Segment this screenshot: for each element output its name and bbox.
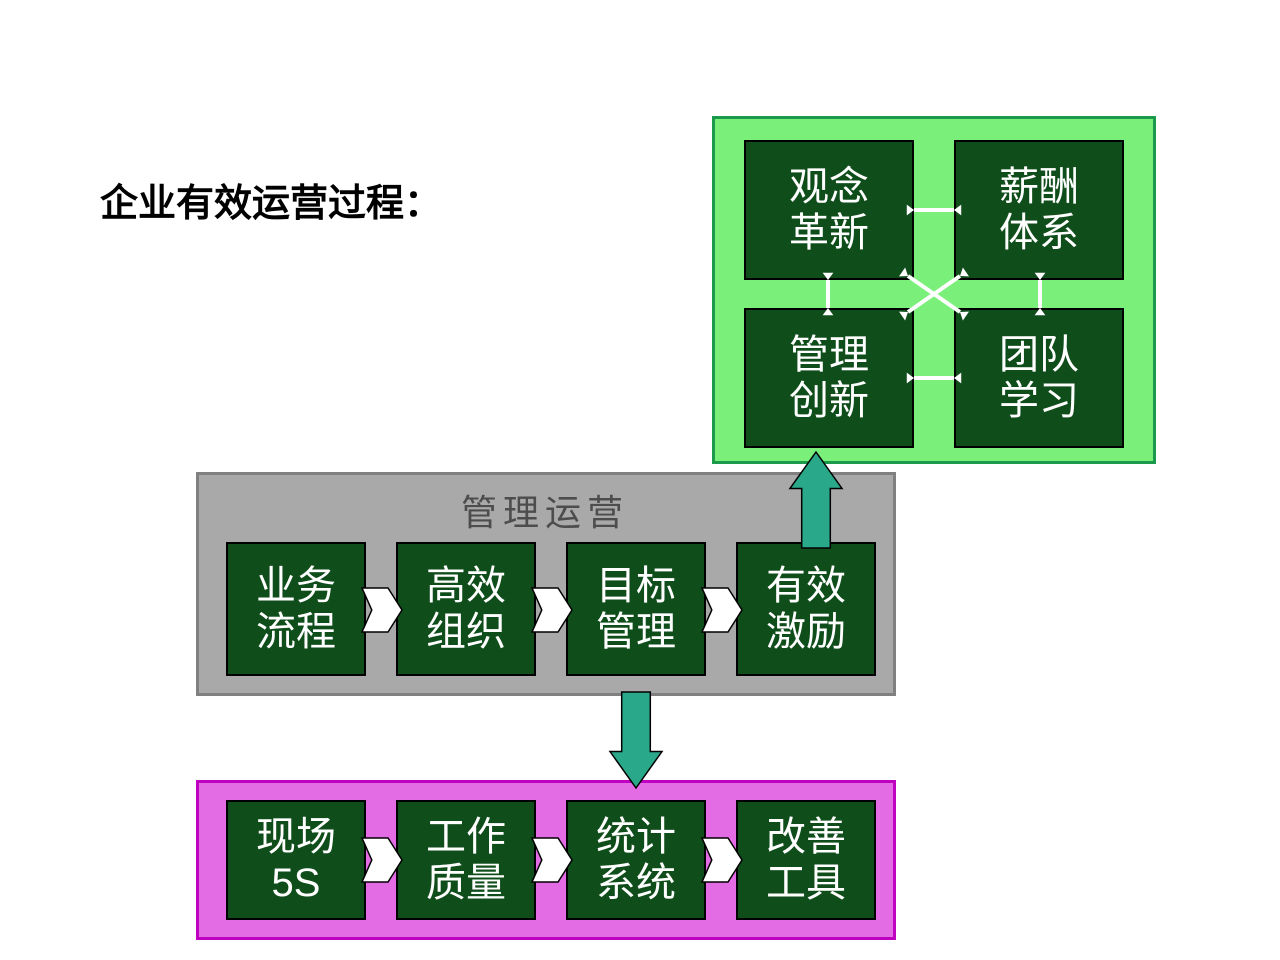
node-work-quality: 工作 质量 bbox=[396, 800, 536, 920]
node-improvement-tools: 改善 工具 bbox=[736, 800, 876, 920]
node-onsite-5s: 现场 5S bbox=[226, 800, 366, 920]
node-efficient-org: 高效 组织 bbox=[396, 542, 536, 676]
node-compensation-system: 薪酬 体系 bbox=[954, 140, 1124, 280]
node-concept-innovation: 观念 革新 bbox=[744, 140, 914, 280]
node-stats-system: 统计 系统 bbox=[566, 800, 706, 920]
node-management-innovation: 管理 创新 bbox=[744, 308, 914, 448]
node-effective-incentive: 有效 激励 bbox=[736, 542, 876, 676]
big-arrow-mid-to-bot bbox=[610, 692, 662, 788]
section-label-mid: 管理运营 bbox=[380, 484, 710, 536]
node-target-management: 目标 管理 bbox=[566, 542, 706, 676]
node-team-learning: 团队 学习 bbox=[954, 308, 1124, 448]
node-business-process: 业务 流程 bbox=[226, 542, 366, 676]
page-title: 企业有效运营过程： bbox=[100, 172, 442, 227]
